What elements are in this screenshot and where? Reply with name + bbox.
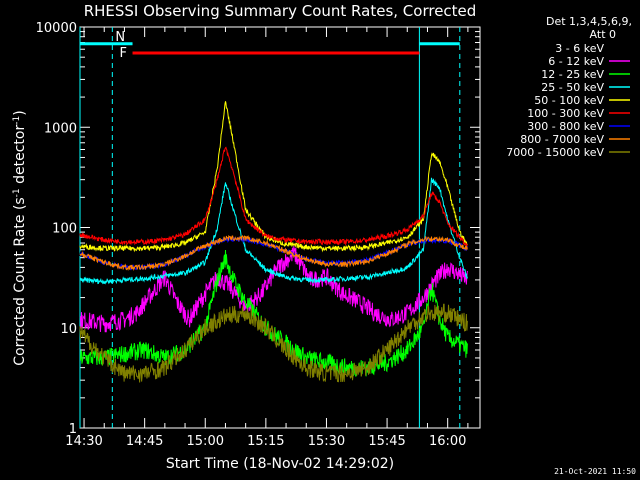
- chart-title: RHESSI Observing Summary Count Rates, Co…: [84, 2, 477, 20]
- series-line-3: [79, 177, 468, 285]
- legend-entry-3: 25 - 50 keV: [541, 81, 604, 94]
- y-axis-label-sup2: -1: [12, 116, 22, 125]
- y-axis-label-sup1: -1: [12, 188, 22, 197]
- series-line-7: [79, 234, 468, 272]
- legend-entry-6: 300 - 800 keV: [527, 120, 604, 133]
- x-tick-label: 14:45: [126, 434, 163, 449]
- flag-label-f: F: [120, 46, 127, 61]
- x-tick-label: 15:30: [308, 434, 345, 449]
- flag-bars: FN: [80, 30, 460, 61]
- plot-frame: [79, 26, 481, 429]
- series-line-5: [79, 146, 468, 248]
- legend-entry-2: 12 - 25 keV: [541, 68, 604, 81]
- legend-entry-7: 800 - 7000 keV: [520, 133, 604, 146]
- y-tick-label: 100: [52, 222, 77, 237]
- y-tick-label: 1000: [44, 121, 77, 136]
- legend-entry-0: 3 - 6 keV: [555, 42, 604, 55]
- x-tick-label: 15:00: [187, 434, 224, 449]
- y-tick-label: 1: [69, 422, 77, 437]
- y-tick-label: 10000: [36, 21, 77, 36]
- attenuator-markers: [79, 27, 461, 428]
- y-axis-label-start: Corrected Count Rate (s: [12, 197, 28, 365]
- y-axis-label-mid: detector: [12, 125, 28, 189]
- x-tick-label: 16:00: [429, 434, 466, 449]
- plot-axes: [79, 26, 481, 429]
- tick-labels: 1 10 100 1000 10000 14:30 14:45 15:00 15:15 15:30…: [36, 21, 467, 449]
- legend-header-attenuator: Att 0: [590, 28, 616, 41]
- flag-label-n: N: [115, 30, 125, 45]
- x-axis-label: Start Time (18-Nov-02 14:29:02): [166, 456, 394, 472]
- x-tick-label: 15:15: [247, 434, 284, 449]
- x-tick-label: 15:45: [368, 434, 405, 449]
- legend-entry-1: 6 - 12 keV: [548, 55, 604, 68]
- legend-entry-8: 7000 - 15000 keV: [506, 146, 604, 159]
- y-tick-label: 10: [60, 322, 77, 337]
- y-axis-label-end: ): [12, 110, 28, 115]
- legend-header-detectors: Det 1,3,4,5,6,9,: [546, 15, 632, 28]
- y-axis-label: Corrected Count Rate (s-1 detector-1): [12, 110, 28, 365]
- legend-entry-5: 100 - 300 keV: [527, 107, 604, 120]
- legend-entry-4: 50 - 100 keV: [534, 94, 604, 107]
- series-line-1: [79, 246, 468, 333]
- timestamp: 21-Oct-2021 11:50: [554, 467, 636, 476]
- x-tick-label: 14:30: [65, 434, 102, 449]
- series-line-4: [79, 101, 468, 253]
- series-lines: [79, 101, 468, 383]
- series-line-8: [79, 303, 468, 383]
